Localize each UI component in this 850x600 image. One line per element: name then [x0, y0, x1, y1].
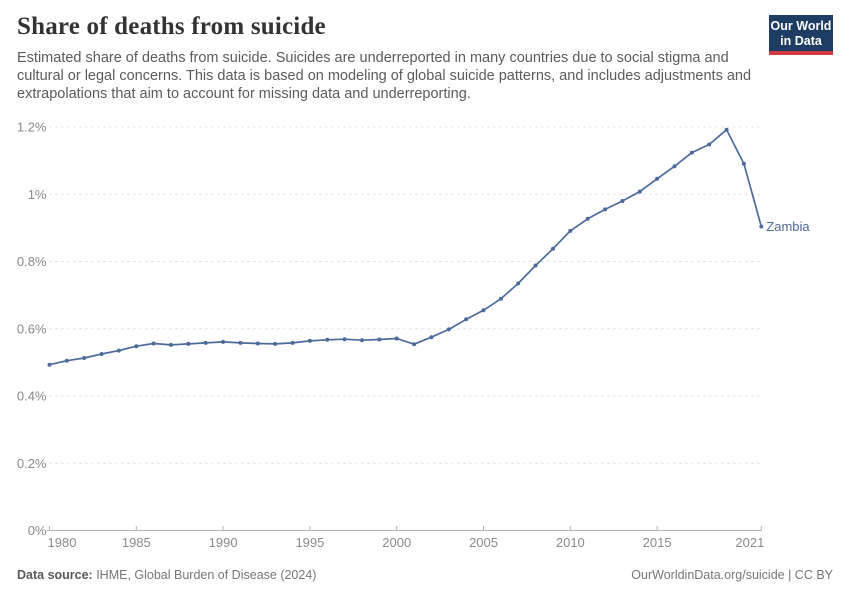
y-tick-label: 0.6%: [17, 321, 47, 336]
data-point[interactable]: [481, 308, 486, 313]
data-point[interactable]: [620, 199, 625, 203]
data-point[interactable]: [238, 340, 243, 345]
credit-line[interactable]: OurWorldinData.org/suicide | CC BY: [631, 568, 833, 582]
x-tick-label: 1990: [209, 535, 238, 550]
data-point[interactable]: [412, 342, 417, 347]
data-point[interactable]: [342, 337, 347, 342]
data-point[interactable]: [655, 176, 660, 181]
chart-header: Share of deaths from suicide Estimated s…: [17, 12, 833, 103]
data-point[interactable]: [221, 339, 226, 344]
data-point[interactable]: [203, 340, 208, 345]
x-tick-label: 2000: [382, 535, 411, 550]
line-chart-svg: 0% 0.2% 0.4% 0.6% 0.8% 1% 1.2% 1980 1985 1990 1995…: [17, 120, 811, 551]
data-point[interactable]: [707, 142, 712, 147]
data-point[interactable]: [186, 341, 191, 346]
y-tick-label: 0.8%: [17, 254, 47, 269]
page-title: Share of deaths from suicide: [17, 13, 326, 40]
data-point[interactable]: [533, 263, 538, 268]
chart-footer: Data source: IHME, Global Burden of Dise…: [17, 566, 833, 584]
data-source: Data source: IHME, Global Burden of Dise…: [17, 566, 316, 584]
data-point[interactable]: [551, 246, 555, 251]
y-tick-label: 0%: [28, 523, 47, 538]
chart-subtitle: Estimated share of deaths from suicide. …: [17, 50, 752, 102]
data-point[interactable]: [689, 150, 694, 155]
data-point[interactable]: [498, 296, 503, 301]
x-tick-label: 2005: [469, 535, 498, 550]
data-point[interactable]: [64, 358, 69, 363]
data-point[interactable]: [325, 337, 330, 342]
data-point[interactable]: [99, 352, 104, 356]
data-point[interactable]: [446, 327, 451, 332]
data-point[interactable]: [464, 317, 469, 322]
data-point[interactable]: [672, 164, 677, 169]
data-point[interactable]: [134, 344, 139, 349]
data-point[interactable]: [116, 348, 121, 353]
data-point[interactable]: [151, 341, 156, 346]
data-point[interactable]: [307, 338, 312, 343]
x-tick-label: 1980: [48, 535, 77, 550]
data-point[interactable]: [290, 340, 295, 345]
data-point[interactable]: [429, 335, 434, 340]
data-point[interactable]: [568, 228, 573, 233]
data-point[interactable]: [82, 356, 87, 360]
owid-logo-line1: Our World: [770, 19, 832, 33]
data-point[interactable]: [724, 127, 729, 132]
data-point[interactable]: [394, 336, 399, 341]
y-tick-label: 0.4%: [17, 389, 47, 404]
line-chart: 0% 0.2% 0.4% 0.6% 0.8% 1% 1.2% 1980 1985 1990 1995…: [0, 110, 850, 565]
data-point[interactable]: [255, 341, 260, 346]
x-tick-label: 2010: [556, 535, 585, 550]
x-tick-label: 2021: [735, 535, 764, 550]
data-point[interactable]: [741, 161, 746, 166]
owid-logo: Our World in Data: [769, 15, 833, 55]
data-source-value: IHME, Global Burden of Disease (2024): [92, 568, 317, 582]
x-tick-label: 1985: [122, 535, 151, 550]
data-series-line[interactable]: [48, 128, 763, 366]
data-point[interactable]: [585, 216, 590, 221]
data-point[interactable]: [169, 342, 173, 347]
data-point[interactable]: [273, 341, 278, 346]
y-tick-label: 1%: [28, 187, 47, 202]
data-point[interactable]: [360, 338, 364, 343]
data-point[interactable]: [759, 224, 764, 229]
y-tick-label: 1.2%: [17, 120, 47, 135]
data-point[interactable]: [377, 337, 382, 342]
data-point[interactable]: [637, 189, 642, 194]
data-point[interactable]: [516, 281, 521, 286]
data-point[interactable]: [603, 207, 608, 212]
data-source-label: Data source:: [17, 568, 93, 582]
owid-logo-line2: in Data: [780, 33, 822, 48]
entity-label[interactable]: Zambia: [766, 219, 810, 234]
y-tick-label: 0.2%: [17, 456, 47, 471]
x-tick-label: 2015: [643, 535, 672, 550]
x-tick-label: 1995: [295, 535, 324, 550]
data-point[interactable]: [47, 362, 52, 367]
